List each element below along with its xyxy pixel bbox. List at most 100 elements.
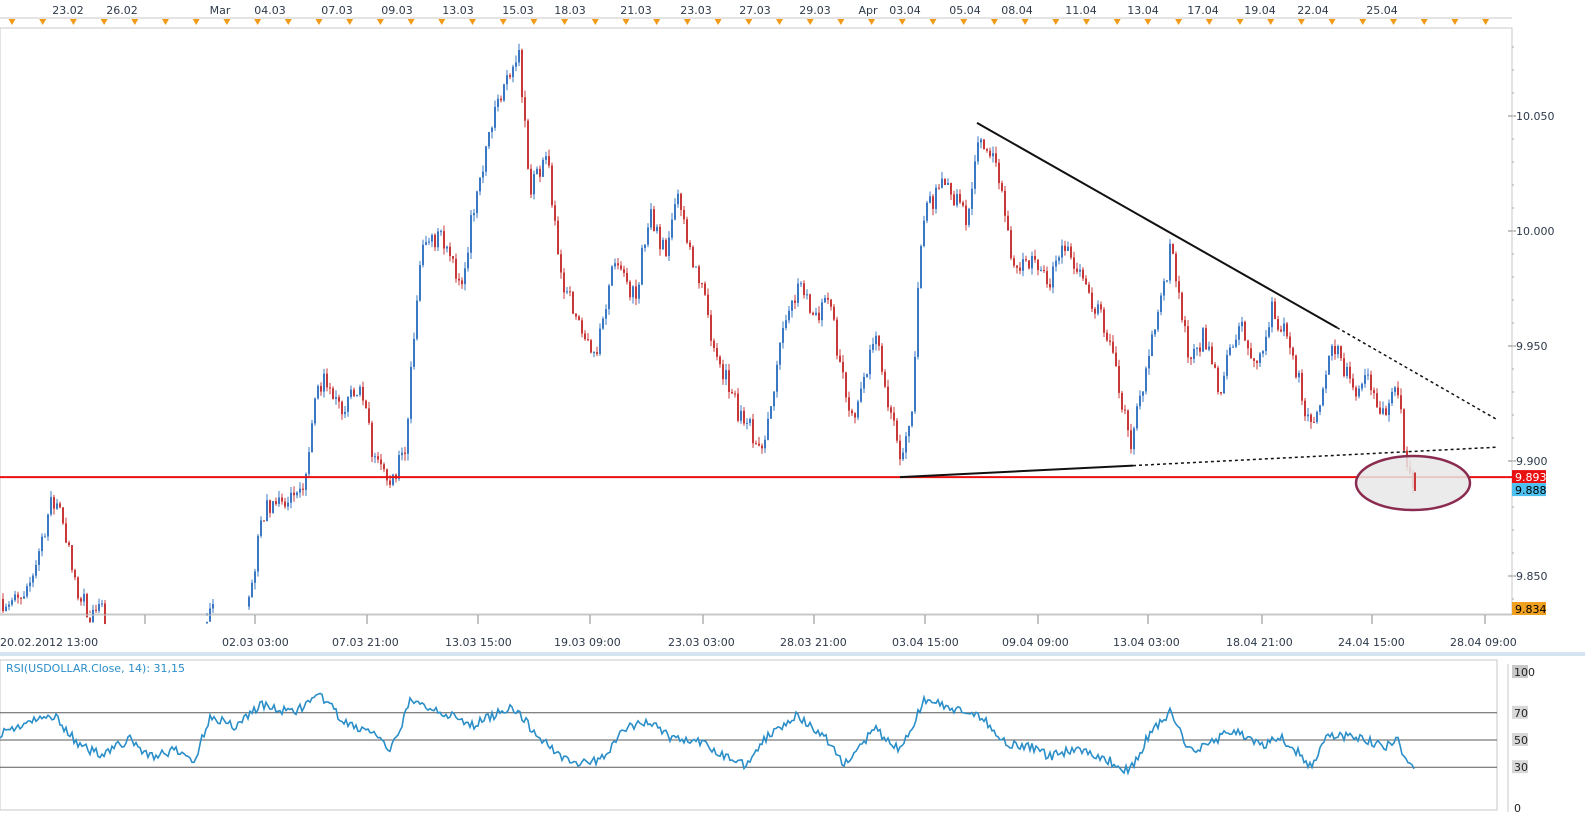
candle-body	[308, 452, 310, 474]
candle-body	[362, 386, 364, 401]
candle-body	[1112, 341, 1114, 353]
candle-body	[1229, 347, 1231, 355]
candle-body	[272, 501, 274, 513]
candle-body	[1085, 278, 1087, 285]
candle-body	[206, 621, 208, 624]
candle-body	[917, 287, 919, 357]
candle-body	[392, 474, 394, 485]
candle-body	[17, 594, 19, 598]
candle-body	[791, 300, 793, 311]
candle-body	[1232, 346, 1234, 348]
panel-separator[interactable]	[0, 652, 1585, 656]
rsi-level-badge	[1512, 705, 1528, 719]
candle-body	[464, 268, 466, 285]
candle-body	[554, 205, 556, 221]
candle-body	[857, 401, 859, 418]
session-marker	[1297, 19, 1305, 25]
candle-body	[473, 213, 475, 216]
session-marker	[1144, 19, 1152, 25]
candle-body	[818, 312, 820, 321]
candle-body	[1238, 326, 1240, 340]
candle-body	[1247, 340, 1249, 349]
candle-body	[1190, 357, 1192, 359]
candle-body	[380, 459, 382, 465]
candle-body	[1397, 387, 1399, 396]
candle-body	[641, 247, 643, 285]
candle-body	[1043, 269, 1045, 271]
top-date-label: 05.04	[949, 4, 981, 17]
candle-body	[617, 263, 619, 266]
candle-body	[671, 219, 673, 238]
candle-body	[317, 385, 319, 399]
candle-body	[506, 75, 508, 85]
candle-body	[965, 205, 967, 225]
candle-body	[1118, 366, 1120, 393]
candle-body	[1115, 352, 1117, 367]
rsi-line	[0, 692, 1415, 776]
candle-body	[305, 473, 307, 490]
candle-body	[248, 596, 250, 607]
candle-body	[752, 419, 754, 444]
candle-body	[1289, 336, 1291, 348]
time-tick-label: 19.03 09:00	[554, 636, 621, 649]
candle-body	[431, 234, 433, 242]
candle-body	[551, 165, 553, 206]
candle-body	[989, 150, 991, 157]
candle-body	[26, 586, 28, 597]
session-marker	[1359, 19, 1367, 25]
candle-body	[887, 386, 889, 408]
time-tick-label: 28.03 21:00	[780, 636, 847, 649]
rsi-level-badge	[1512, 665, 1528, 678]
candle-body	[1280, 329, 1282, 332]
rising-trendline	[899, 464, 1134, 479]
session-marker	[1113, 19, 1121, 25]
candle-body	[512, 66, 514, 78]
candle-body	[1235, 339, 1237, 347]
candle-body	[845, 372, 847, 398]
candle-body	[812, 312, 814, 315]
candle-body	[803, 283, 805, 296]
session-marker	[622, 19, 630, 25]
candle-body	[1061, 245, 1063, 258]
candle-body	[287, 502, 289, 507]
candle-body	[281, 497, 283, 502]
analysis-overlays	[0, 122, 1512, 512]
session-marker	[39, 19, 47, 25]
candle-body	[581, 320, 583, 334]
candle-body	[68, 542, 70, 546]
candle-body	[1331, 345, 1333, 356]
candle-body	[1379, 407, 1381, 414]
rsi-panel[interactable]: RSI(USDOLLAR.Close, 14): 31,15	[0, 659, 1498, 811]
candle-body	[746, 422, 748, 424]
time-tick-label: 23.03 03:00	[668, 636, 735, 649]
top-date-label: 03.04	[889, 4, 921, 17]
candle-body	[1337, 346, 1339, 355]
top-date-label: 22.04	[1297, 4, 1329, 17]
candle-body	[443, 231, 445, 249]
candle-body	[830, 299, 832, 307]
candle-body	[797, 283, 799, 303]
rsi-axis: 100 70 50 30 0	[1507, 664, 1535, 815]
price-panel[interactable]	[0, 27, 1513, 625]
session-marker	[530, 19, 538, 25]
candle-body	[602, 318, 604, 329]
candle-body	[1169, 243, 1171, 281]
candle-body	[53, 497, 55, 509]
candle-body	[1226, 354, 1228, 376]
rsi-level-badge	[1512, 801, 1528, 814]
candle-body	[1196, 347, 1198, 349]
candle-body	[1076, 268, 1078, 272]
candle-body	[932, 196, 934, 209]
candle-body	[788, 310, 790, 321]
top-date-label: 13.03	[442, 4, 474, 17]
candle-body	[1322, 388, 1324, 406]
candle-body	[470, 215, 472, 253]
time-tick-label: 18.04 21:00	[1226, 636, 1293, 649]
candle-body	[425, 242, 427, 245]
candle-body	[284, 501, 286, 507]
candle-body	[1034, 255, 1036, 260]
candle-body	[467, 252, 469, 269]
candle-body	[635, 286, 637, 299]
